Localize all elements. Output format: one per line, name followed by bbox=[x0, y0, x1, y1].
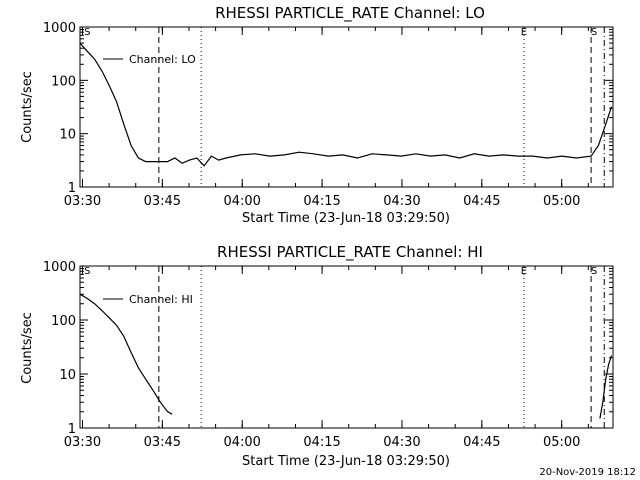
y-tick-label: 1 bbox=[68, 422, 76, 437]
y-tick-label: 100 bbox=[51, 314, 76, 329]
series-line-hi-0 bbox=[79, 293, 173, 415]
x-tick-label: 04:30 bbox=[383, 194, 420, 209]
series-line-lo-0 bbox=[79, 42, 613, 167]
x-tick-label: 03:30 bbox=[64, 194, 101, 209]
y-tick-label: 100 bbox=[51, 74, 76, 89]
panel-lo-title: RHESSI PARTICLE_RATE Channel: LO bbox=[215, 4, 485, 23]
panel-lo-ylabel: Counts/sec bbox=[20, 71, 35, 143]
x-tick-label: 03:30 bbox=[64, 435, 101, 450]
event-marker-label: S bbox=[84, 27, 90, 38]
x-tick-label: 04:00 bbox=[223, 194, 260, 209]
x-tick-label: 04:45 bbox=[463, 194, 500, 209]
x-tick-label: 04:00 bbox=[223, 435, 260, 450]
y-tick-label: 1 bbox=[68, 181, 76, 196]
y-tick-label: 1000 bbox=[43, 260, 76, 275]
x-tick-label: 03:45 bbox=[144, 194, 181, 209]
series-line-hi-1 bbox=[599, 355, 613, 419]
panel-hi-ylabel: Counts/sec bbox=[20, 312, 35, 384]
x-tick-label: 04:15 bbox=[303, 194, 340, 209]
x-tick-label: 05:00 bbox=[543, 194, 580, 209]
y-tick-label: 1000 bbox=[43, 21, 76, 36]
footer-date: 20-Nov-2019 18:12 bbox=[539, 467, 636, 478]
panel-lo-frame bbox=[79, 26, 614, 188]
panel-lo-legend-label: Channel: LO bbox=[129, 53, 196, 66]
panel-hi-xlabel: Start Time (23-Jun-18 03:29:50) bbox=[242, 454, 450, 469]
panel-lo: RHESSI PARTICLE_RATE Channel: LO Counts/… bbox=[20, 4, 614, 226]
x-tick-label: 05:00 bbox=[543, 435, 580, 450]
panel-hi-legend-label: Channel: HI bbox=[129, 293, 193, 306]
event-marker-label: E bbox=[521, 266, 527, 277]
panel-hi-frame bbox=[79, 265, 614, 429]
x-tick-label: 03:45 bbox=[144, 435, 181, 450]
event-marker-label: E bbox=[521, 27, 527, 38]
panel-hi: RHESSI PARTICLE_RATE Channel: HI Counts/… bbox=[20, 243, 614, 469]
x-tick-label: 04:15 bbox=[303, 435, 340, 450]
y-tick-label: 10 bbox=[59, 368, 76, 383]
panel-hi-title: RHESSI PARTICLE_RATE Channel: HI bbox=[217, 243, 483, 262]
event-marker-label: S bbox=[84, 266, 90, 277]
x-tick-label: 04:30 bbox=[383, 435, 420, 450]
x-tick-label: 04:45 bbox=[463, 435, 500, 450]
panel-lo-xlabel: Start Time (23-Jun-18 03:29:50) bbox=[242, 211, 450, 226]
event-marker-label: S bbox=[591, 27, 597, 38]
y-tick-label: 10 bbox=[59, 128, 76, 143]
event-marker-label: S bbox=[591, 266, 597, 277]
